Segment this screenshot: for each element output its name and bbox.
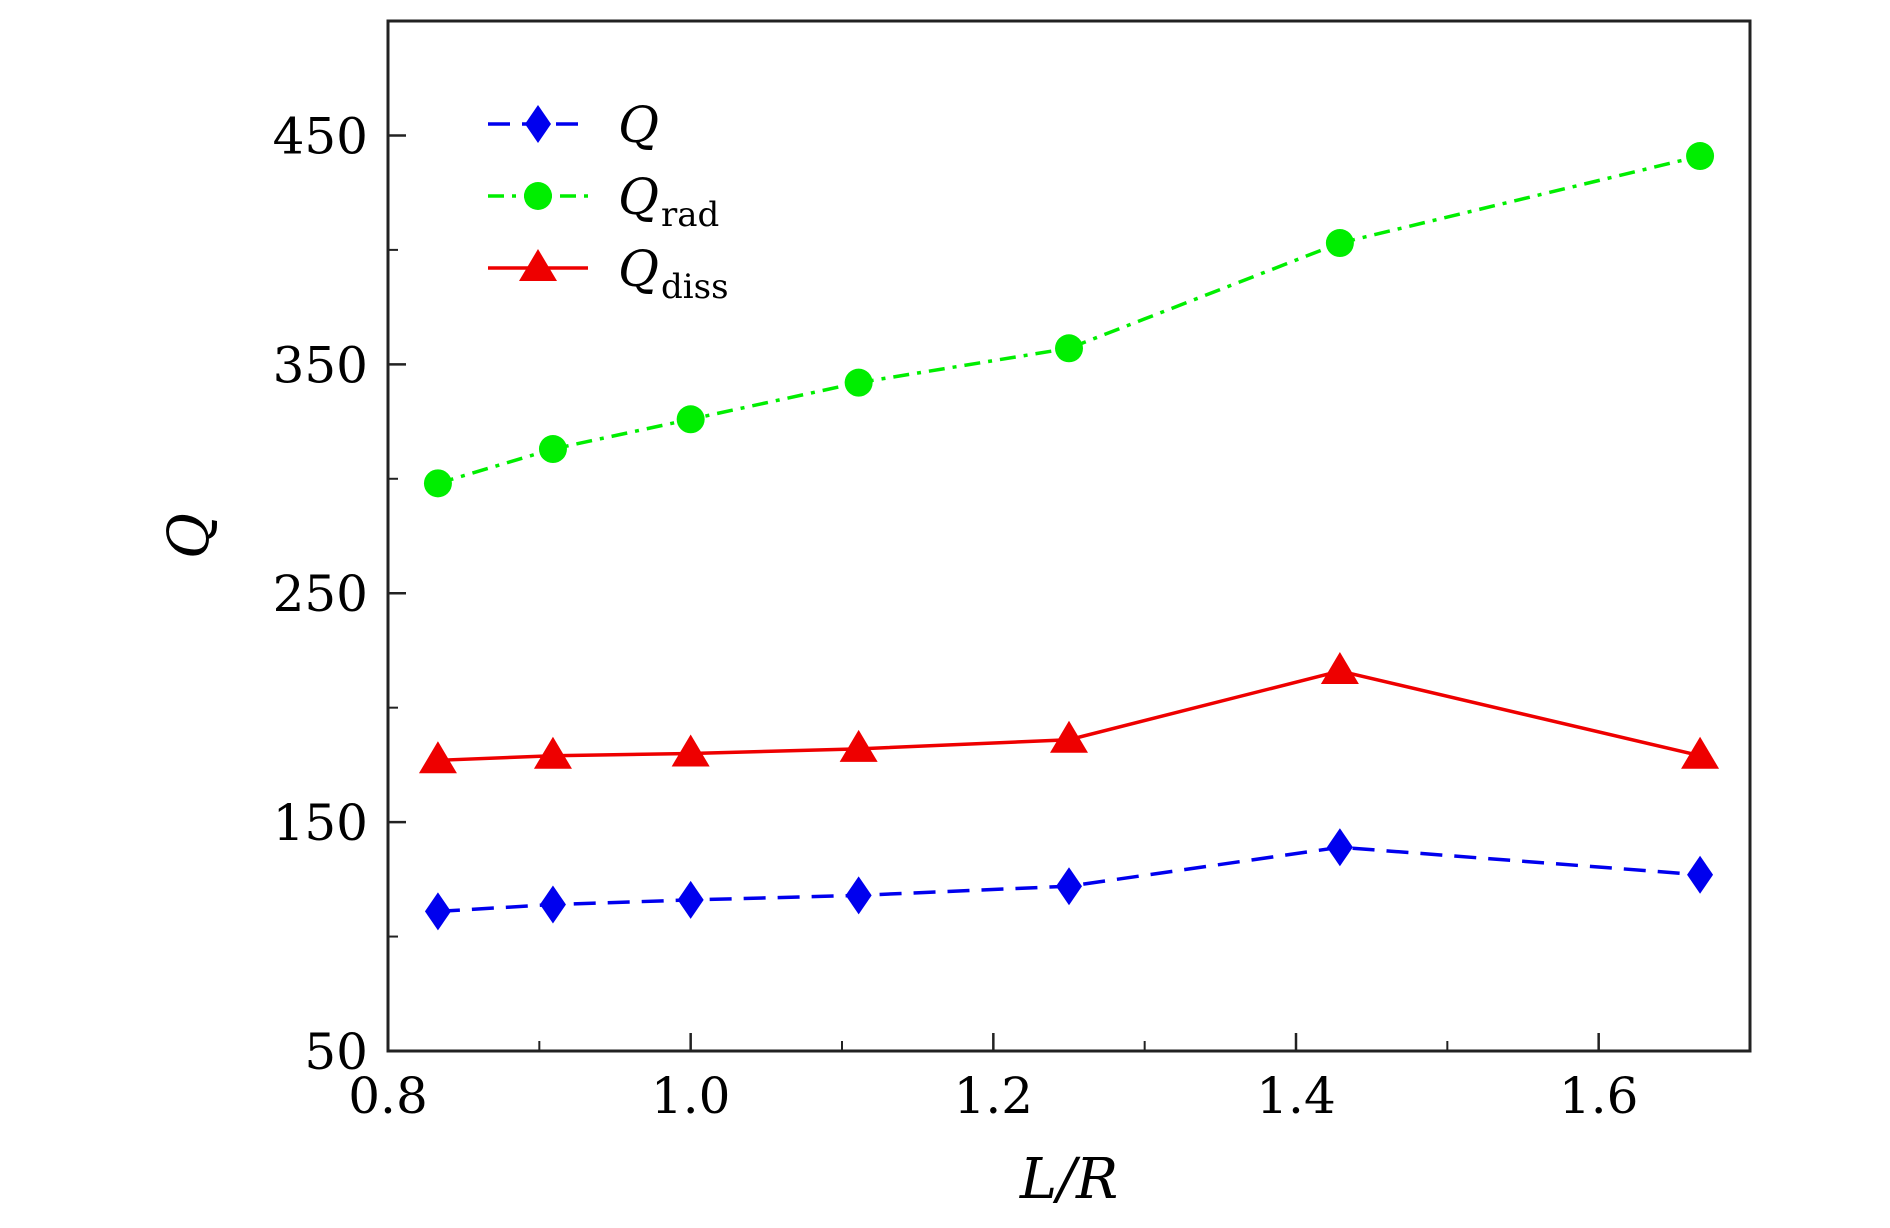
x-tick-label: 1.4	[1256, 1067, 1336, 1125]
x-tick-label: 1.6	[1559, 1067, 1639, 1125]
plot-frame	[386, 19, 1752, 1053]
data-point-q	[845, 876, 872, 915]
data-point-q-rad	[423, 469, 452, 498]
series-q-diss	[418, 652, 1720, 774]
data-point-q	[539, 885, 566, 924]
legend-label-main: Q	[618, 168, 659, 226]
y-tick-label: 350	[273, 336, 368, 394]
x-axis-title: L/R	[1019, 1147, 1118, 1212]
data-point-q-diss	[671, 734, 710, 767]
data-point-q-rad	[1055, 334, 1083, 363]
legend-label-subscript: rad	[661, 195, 719, 235]
legend-marker-q-rad	[524, 182, 552, 210]
data-point-q-diss	[839, 729, 878, 762]
y-tick-label: 250	[273, 565, 368, 623]
series-q-rad	[423, 142, 1715, 498]
data-point-q	[1326, 828, 1353, 867]
data-point-q-diss	[418, 741, 457, 774]
x-tick-label: 1.2	[954, 1067, 1034, 1125]
legend-marker-q	[525, 105, 551, 143]
y-axis-title: Q	[157, 513, 222, 559]
legend-label-q-rad: Qrad	[618, 168, 719, 235]
axis-ticks: 0.8 1.0 1.2 1.4 1.6 50 150 250 350 450	[273, 107, 1639, 1125]
series-layer	[418, 142, 1720, 931]
data-point-q-diss	[533, 736, 572, 769]
x-tick-label: 0.8	[348, 1067, 428, 1125]
data-point-q-diss	[1050, 720, 1088, 753]
legend-label-q-diss: Qdiss	[618, 240, 729, 307]
y-tick-label: 50	[304, 1023, 368, 1081]
data-point-q-rad	[1325, 229, 1354, 258]
legend-label-q: Q	[618, 96, 659, 154]
data-point-q-rad	[538, 435, 567, 464]
data-point-q	[1687, 855, 1714, 894]
y-tick-label: 450	[273, 107, 368, 165]
data-point-q	[1056, 867, 1082, 906]
legend-marker-q-diss	[519, 249, 557, 281]
data-point-q-diss	[1681, 736, 1720, 769]
y-tick-label: 150	[273, 794, 368, 852]
legend-label-subscript: diss	[661, 267, 729, 307]
data-point-q-rad	[676, 405, 705, 434]
data-point-q-diss	[1320, 652, 1359, 685]
data-point-q	[424, 892, 451, 931]
legend-label-main: Q	[618, 240, 659, 298]
data-point-q	[677, 880, 704, 919]
data-point-q-rad	[844, 368, 873, 397]
x-tick-label: 1.0	[651, 1067, 731, 1125]
legend-label-main: Q	[618, 96, 659, 154]
data-point-q-rad	[1686, 142, 1715, 171]
series-q	[424, 828, 1714, 931]
